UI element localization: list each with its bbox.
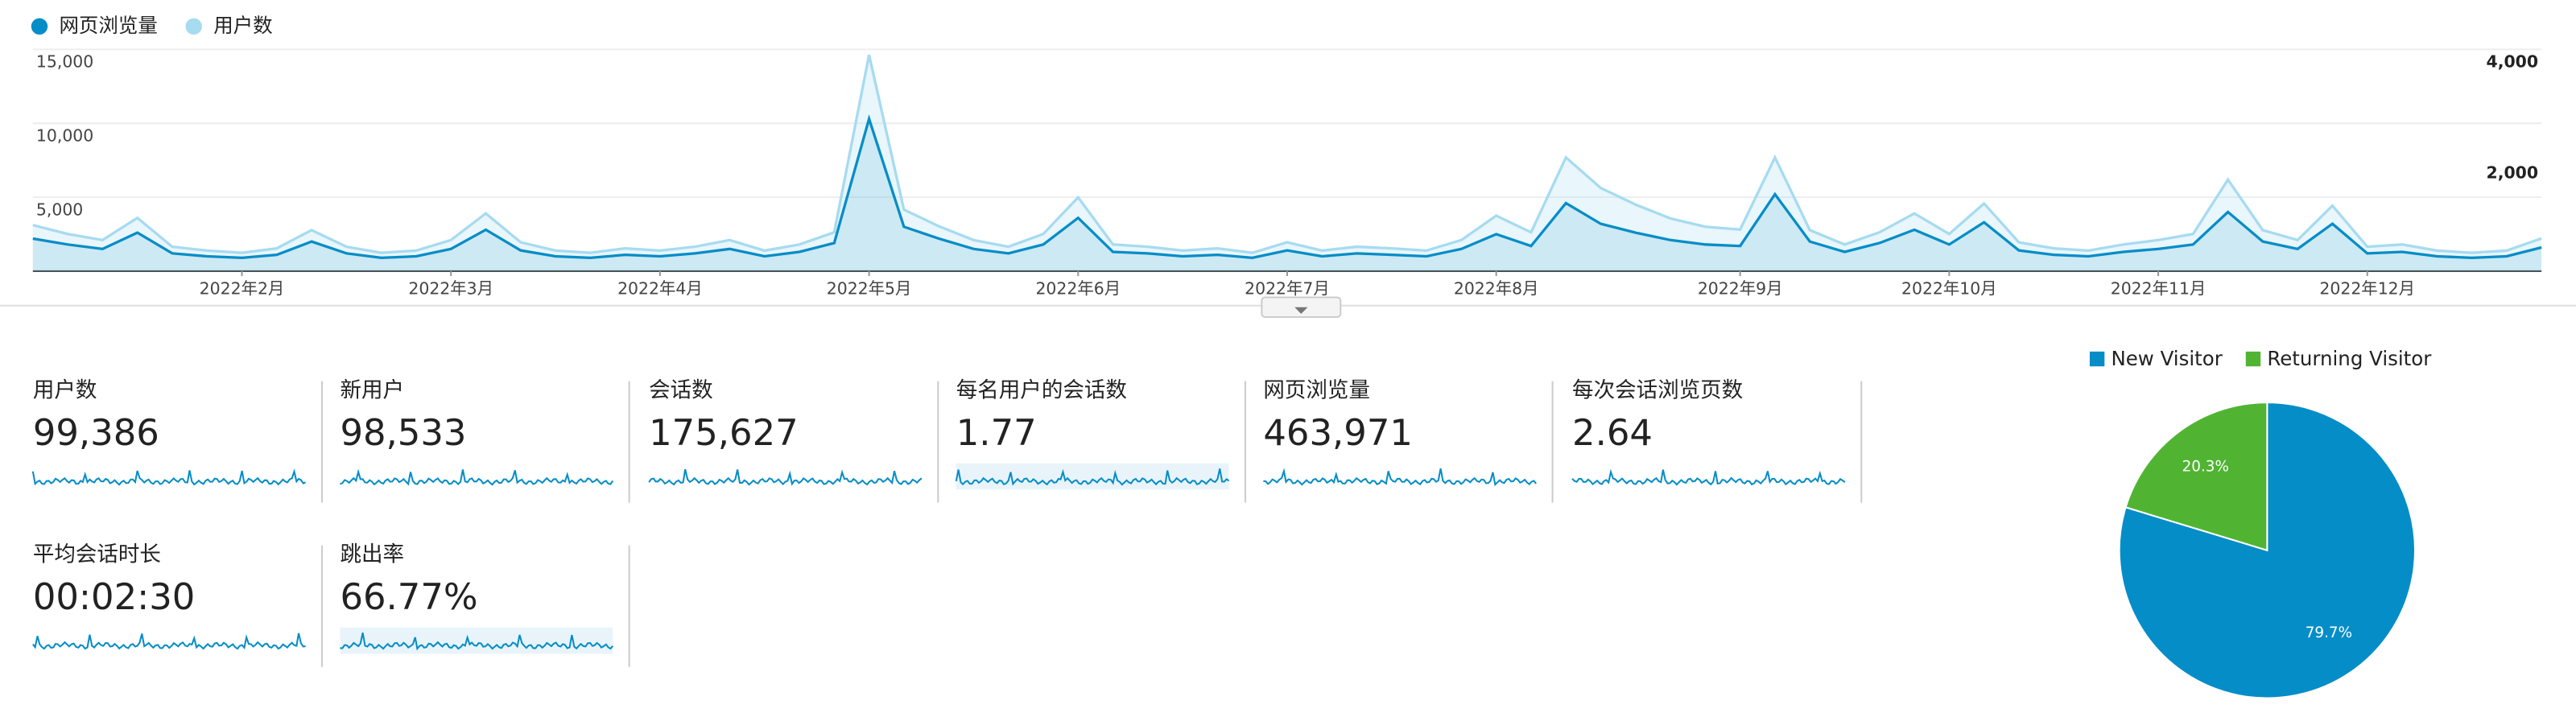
x-tick-label: 2022年6月 [1035, 278, 1121, 298]
sparkline [340, 468, 614, 486]
metric-value: 98,533 [340, 411, 466, 454]
y-tick-label: 10,000 [36, 126, 93, 146]
legend-label: New Visitor [2111, 347, 2223, 370]
series-area [32, 118, 2542, 271]
y2-tick-label: 2,000 [2487, 163, 2539, 182]
x-tick-label: 2022年7月 [1245, 278, 1330, 298]
metric-value: 99,386 [33, 411, 159, 454]
series-area [32, 55, 2542, 271]
y-tick-label: 5,000 [36, 200, 83, 219]
sparkline [648, 468, 923, 486]
metric-value: 463,971 [1263, 411, 1413, 454]
metric-value: 1.77 [956, 411, 1037, 454]
metric-label: 跳出率 [340, 542, 404, 567]
metric-label: 用户数 [33, 377, 97, 402]
x-tick-label: 2022年5月 [827, 278, 912, 298]
legend-label: 用户数 [213, 14, 272, 37]
metric-label: 网页浏览量 [1263, 377, 1370, 402]
x-tick-label: 2022年12月 [2319, 278, 2415, 298]
legend-swatch [2245, 351, 2261, 367]
metric-value: 66.77% [340, 575, 477, 618]
metric-value: 175,627 [649, 411, 799, 454]
metric-label: 每次会话浏览页数 [1572, 377, 1743, 402]
series-line [32, 54, 2542, 254]
x-tick-label: 2022年3月 [408, 278, 493, 298]
metric-label: 每名用户的会话数 [956, 377, 1127, 402]
pie-value-label: 79.7% [2306, 624, 2352, 641]
x-tick-label: 2022年2月 [200, 278, 285, 298]
metric-label: 会话数 [649, 377, 713, 402]
toggle-arrow [1294, 307, 1308, 314]
x-tick-label: 2022年9月 [1698, 278, 1783, 298]
series-line [32, 114, 2542, 259]
sparkline [1263, 468, 1537, 487]
x-tick-label: 2022年11月 [2111, 278, 2207, 298]
sparkline-band [340, 627, 613, 654]
pie-value-label: 20.3% [2182, 459, 2229, 476]
sparkline [31, 468, 306, 486]
metric-label: 新用户 [340, 377, 404, 402]
sparkline [32, 633, 306, 650]
y-tick-label: 15,000 [36, 52, 93, 72]
metric-value: 2.64 [1572, 411, 1653, 454]
y2-tick-label: 4,000 [2487, 52, 2539, 72]
legend-label: 网页浏览量 [59, 14, 157, 37]
x-tick-label: 2022年10月 [1901, 278, 1997, 298]
metric-label: 平均会话时长 [33, 542, 161, 567]
sparkline [340, 633, 614, 651]
sparkline [1571, 468, 1846, 486]
pie-slice [2124, 402, 2268, 552]
legend-swatch [185, 18, 202, 35]
legend-swatch [31, 18, 48, 35]
metric-value: 00:02:30 [33, 575, 196, 618]
sparkline-band [956, 463, 1229, 490]
legend-swatch [2089, 351, 2105, 367]
sparkline [955, 468, 1230, 486]
legend-label: Returning Visitor [2267, 347, 2432, 370]
x-tick-label: 2022年4月 [617, 278, 703, 298]
x-tick-label: 2022年8月 [1454, 278, 1539, 298]
